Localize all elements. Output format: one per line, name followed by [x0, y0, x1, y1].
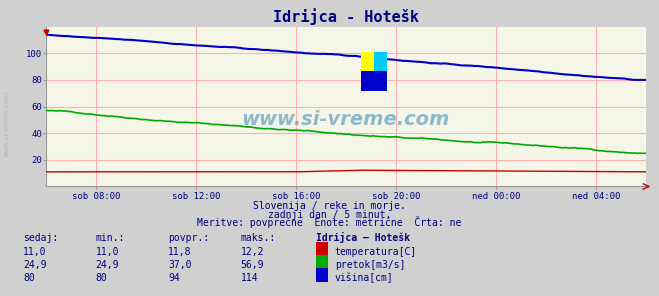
Text: Idrijca – Hotešk: Idrijca – Hotešk [316, 232, 411, 243]
Text: temperatura[C]: temperatura[C] [335, 247, 417, 257]
Text: povpr.:: povpr.: [168, 233, 209, 243]
Text: 24,9: 24,9 [96, 260, 119, 270]
Text: 94: 94 [168, 273, 180, 283]
Bar [361, 71, 387, 91]
Bar [361, 52, 374, 71]
Text: 114: 114 [241, 273, 258, 283]
Text: 24,9: 24,9 [23, 260, 47, 270]
Text: zadnji dan / 5 minut.: zadnji dan / 5 minut. [268, 210, 391, 220]
Text: 11,8: 11,8 [168, 247, 192, 257]
Text: www.si-vreme.com: www.si-vreme.com [3, 91, 10, 157]
Text: 56,9: 56,9 [241, 260, 264, 270]
Bar [374, 52, 387, 71]
Text: pretok[m3/s]: pretok[m3/s] [335, 260, 405, 270]
Text: Slovenija / reke in morje.: Slovenija / reke in morje. [253, 201, 406, 211]
Text: www.si-vreme.com: www.si-vreme.com [242, 110, 450, 129]
Title: Idrijca - Hotešk: Idrijca - Hotešk [273, 9, 419, 25]
Text: 11,0: 11,0 [23, 247, 47, 257]
Text: Meritve: povprečne  Enote: metrične  Črta: ne: Meritve: povprečne Enote: metrične Črta:… [197, 216, 462, 229]
Text: 80: 80 [96, 273, 107, 283]
Text: 12,2: 12,2 [241, 247, 264, 257]
Text: maks.:: maks.: [241, 233, 275, 243]
Text: višina[cm]: višina[cm] [335, 272, 393, 283]
Text: sedaj:: sedaj: [23, 233, 58, 243]
Text: 37,0: 37,0 [168, 260, 192, 270]
Text: 80: 80 [23, 273, 35, 283]
Text: 11,0: 11,0 [96, 247, 119, 257]
Text: min.:: min.: [96, 233, 125, 243]
